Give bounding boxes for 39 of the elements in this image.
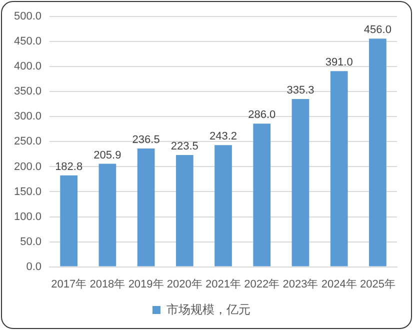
- bar: [214, 145, 232, 266]
- data-label: 335.3: [286, 84, 314, 97]
- bar: [330, 71, 348, 266]
- y-tick-label: 200.0: [14, 160, 42, 173]
- x-tick-label: 2023年: [282, 278, 318, 290]
- data-label: 223.5: [170, 140, 198, 152]
- y-tick-label: 150.0: [14, 186, 42, 198]
- bar: [60, 175, 78, 266]
- legend-label: 市场规模，亿元: [166, 302, 250, 316]
- x-tick-label: 2022年: [244, 278, 280, 290]
- y-tick-label: 350.0: [14, 86, 42, 98]
- x-tick-label: 2017年: [51, 278, 87, 290]
- y-tick-label: 0.0: [26, 260, 42, 273]
- data-label: 286.0: [248, 109, 276, 122]
- y-tick-label: 400.0: [14, 60, 42, 73]
- data-label: 205.9: [94, 149, 122, 162]
- x-tick-label: 2018年: [90, 278, 126, 290]
- y-tick-label: 100.0: [14, 210, 42, 223]
- data-label: 243.2: [210, 130, 238, 143]
- y-tick-label: 250.0: [14, 136, 42, 148]
- bar: [137, 148, 155, 266]
- x-tick-label: 2019年: [128, 278, 164, 290]
- x-tick-label: 2025年: [360, 278, 396, 290]
- bar: [292, 99, 310, 266]
- y-tick-label: 500.0: [14, 10, 42, 23]
- data-label: 236.5: [132, 134, 160, 146]
- bar: [98, 164, 116, 266]
- y-tick-label: 450.0: [14, 36, 42, 48]
- y-tick-label: 50.0: [20, 236, 42, 248]
- bar: [176, 154, 194, 266]
- bar: [369, 38, 386, 266]
- data-label: 391.0: [325, 56, 353, 69]
- bar: [253, 124, 271, 266]
- data-label: 456.0: [364, 24, 392, 36]
- x-tick-label: 2024年: [321, 278, 357, 290]
- x-tick-label: 2021年: [206, 278, 242, 290]
- y-tick-label: 300.0: [14, 110, 42, 123]
- data-label: 182.8: [55, 160, 83, 173]
- x-tick-label: 2020年: [166, 278, 202, 290]
